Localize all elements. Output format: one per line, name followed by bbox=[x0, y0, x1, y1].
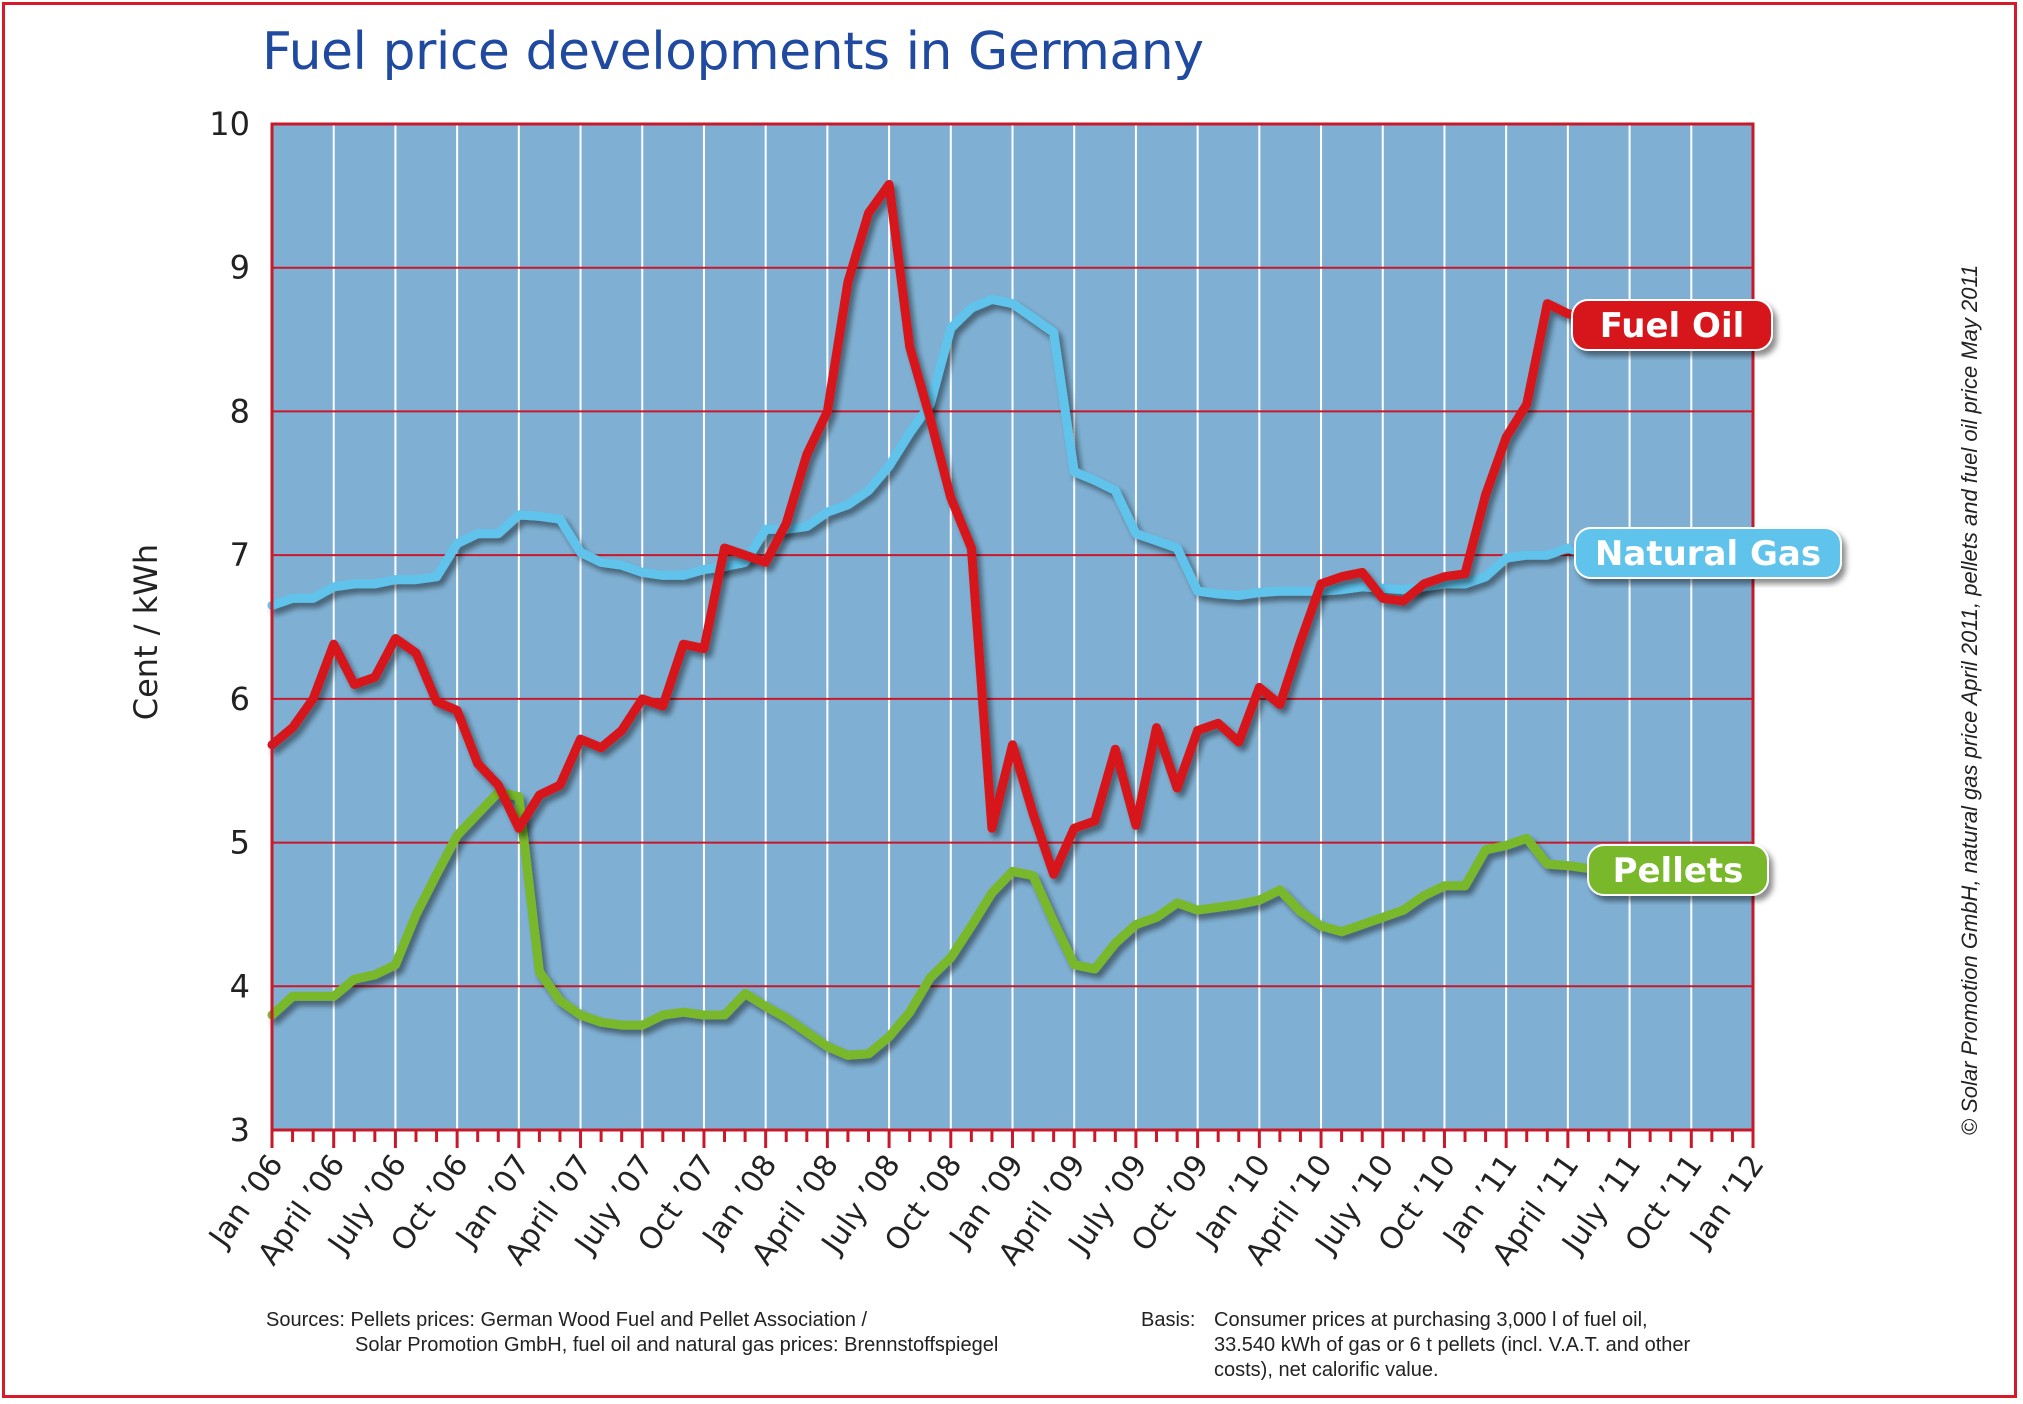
y-axis-label: Cent / kWh bbox=[127, 544, 165, 720]
natural-gas-label-badge bbox=[1574, 527, 1842, 579]
y-tick-label: 8 bbox=[230, 392, 250, 430]
basis-line-2: 33.540 kWh of gas or 6 t pellets (incl. … bbox=[1214, 1334, 1691, 1356]
chart-title: Fuel price developments in Germany bbox=[262, 22, 1204, 82]
y-tick-label: 7 bbox=[230, 536, 250, 574]
natural-gas-label: Natural Gas bbox=[1595, 534, 1821, 574]
grid bbox=[272, 124, 1753, 1130]
series-labels: Fuel Oil Natural Gas Pellets bbox=[1563, 299, 1842, 896]
sources-line-2: Solar Promotion GmbH, fuel oil and natur… bbox=[355, 1334, 999, 1356]
natural-gas-line bbox=[267, 294, 1573, 610]
pellets-line bbox=[267, 787, 1593, 1060]
sources-label: Sources: bbox=[266, 1309, 345, 1331]
y-tick-label: 3 bbox=[230, 1111, 250, 1149]
fuel-oil-label: Fuel Oil bbox=[1600, 306, 1745, 346]
y-tick-label: 5 bbox=[230, 824, 250, 862]
basis-line-1: Consumer prices at purchasing 3,000 l of… bbox=[1214, 1309, 1648, 1331]
sources-line-1: Pellets prices: German Wood Fuel and Pel… bbox=[350, 1309, 868, 1331]
fuel-oil-line bbox=[267, 179, 1593, 879]
y-tick-label: 9 bbox=[230, 249, 250, 287]
y-tick-label: 10 bbox=[209, 105, 250, 143]
basis-label: Basis: bbox=[1141, 1309, 1196, 1331]
basis-line-3: costs), net calorific value. bbox=[1214, 1359, 1439, 1381]
y-tick-label: 4 bbox=[230, 967, 250, 1005]
copyright-note: © Solar Promotion GmbH, natural gas pric… bbox=[1957, 264, 1982, 1136]
y-tick-label: 6 bbox=[230, 680, 250, 718]
pellets-label: Pellets bbox=[1613, 851, 1744, 891]
series-lines bbox=[267, 179, 1593, 1060]
fuel-oil-label-badge bbox=[1571, 299, 1773, 351]
sources-note: Sources: Pellets prices: German Wood Fue… bbox=[266, 1308, 998, 1358]
pellets-label-badge bbox=[1587, 844, 1769, 896]
basis-note: Basis: Consumer prices at purchasing 3,0… bbox=[1141, 1308, 1690, 1383]
